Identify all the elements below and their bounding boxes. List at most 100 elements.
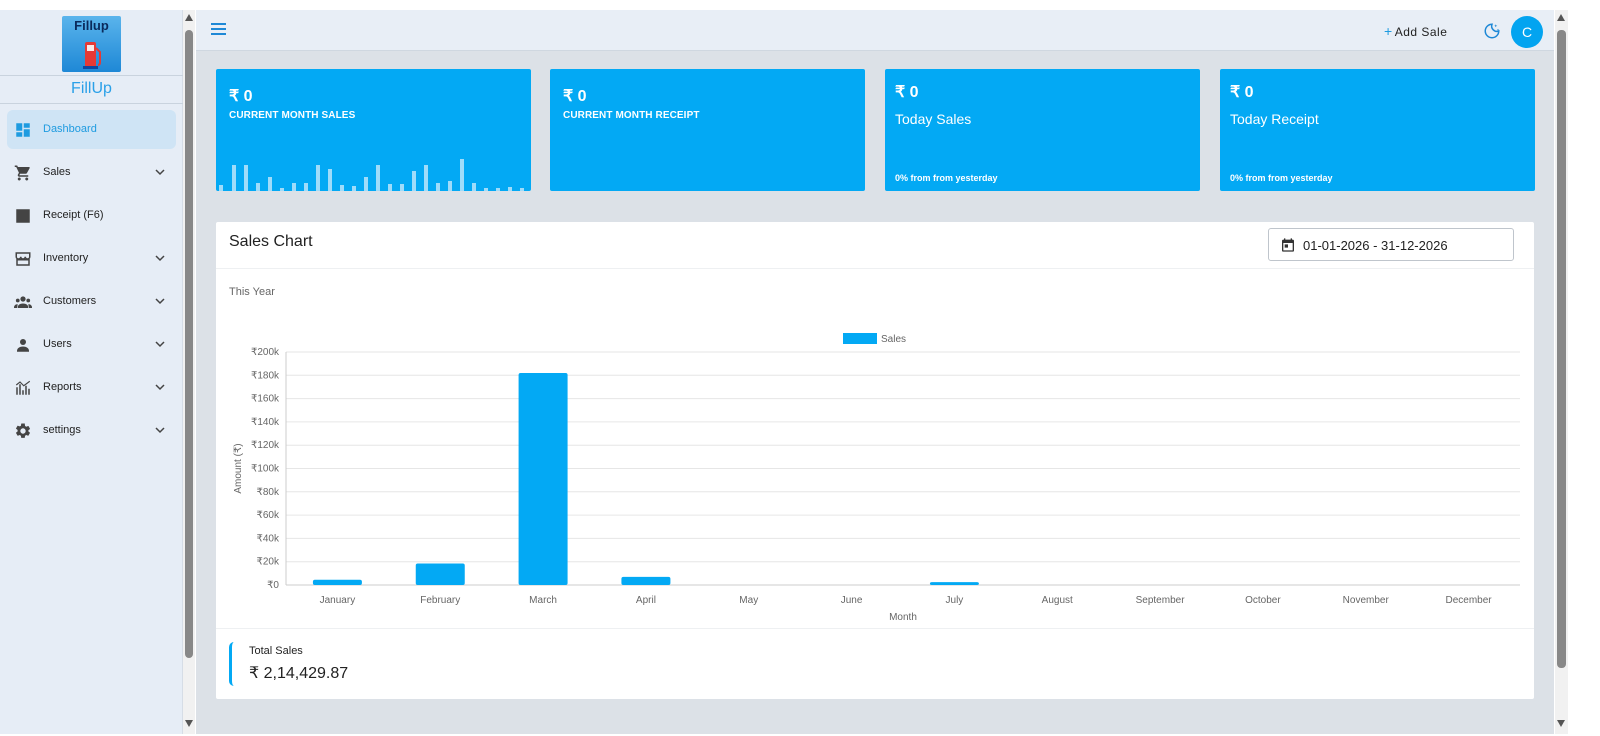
- receipt-icon: [16, 209, 30, 223]
- person-icon: [17, 339, 29, 352]
- add-sale-label: Add Sale: [1394, 25, 1448, 39]
- page-scrollbar[interactable]: [1555, 10, 1568, 734]
- scroll-down-arrow-icon[interactable]: [185, 720, 193, 727]
- scroll-up-arrow-icon[interactable]: [185, 14, 193, 21]
- top-strip: [0, 0, 1600, 10]
- date-range-picker[interactable]: 01-01-2026 - 31-12-2026: [1268, 228, 1514, 261]
- card-subtext: 0% from from yesterday: [1230, 173, 1333, 183]
- sidebar-item-label: Users: [43, 338, 72, 350]
- stat-card-current-month-sales: ₹ 0 CURRENT MONTH SALES: [216, 69, 531, 191]
- card-label: Today Receipt: [1230, 111, 1319, 127]
- x-tick-label: April: [636, 595, 656, 606]
- cart-icon: [14, 165, 30, 181]
- dashboard-icon: [16, 123, 30, 137]
- x-tick-label: February: [420, 595, 460, 606]
- y-tick-label: ₹200k: [251, 347, 280, 358]
- y-tick-label: ₹160k: [251, 394, 280, 405]
- sidebar-item-inventory[interactable]: Inventory: [7, 239, 176, 278]
- avatar[interactable]: C: [1511, 16, 1543, 48]
- bar-january: [312, 579, 362, 585]
- store-icon: [15, 252, 31, 266]
- group-icon: [14, 296, 32, 308]
- sidebar-item-dashboard[interactable]: Dashboard: [7, 110, 176, 149]
- chevron-down-icon: [155, 427, 165, 434]
- y-tick-label: ₹0: [267, 580, 279, 591]
- bar-july: [929, 582, 979, 585]
- sales-chart-panel: Sales Chart 01-01-2026 - 31-12-2026 This…: [216, 222, 1534, 699]
- x-tick-label: June: [841, 595, 863, 606]
- card-label: Today Sales: [895, 111, 972, 127]
- total-sales-value: ₹ 2,14,429.87: [249, 665, 349, 682]
- card-amount: ₹ 0: [229, 88, 253, 105]
- y-tick-label: ₹60k: [257, 510, 280, 521]
- date-range-text: 01-01-2026 - 31-12-2026: [1303, 238, 1448, 253]
- scrollbar-thumb[interactable]: [185, 30, 193, 658]
- scroll-up-arrow-icon[interactable]: [1557, 14, 1565, 21]
- sidebar-item-reports[interactable]: Reports: [7, 368, 176, 407]
- sparkline-bars: [219, 159, 524, 191]
- sidebar-item-label: Inventory: [43, 252, 89, 264]
- sales-bar-chart: Sales ₹0 ₹20k ₹40k ₹60k ₹80k ₹100k ₹120k ₹140k ₹1…: [233, 333, 1520, 622]
- card-subtext: 0% from from yesterday: [895, 173, 998, 183]
- sidebar-item-label: Receipt (F6): [43, 209, 104, 221]
- divider: [216, 268, 1534, 269]
- chevron-down-icon: [155, 169, 165, 176]
- bar-april: [621, 576, 671, 585]
- y-tick-label: ₹40k: [257, 533, 280, 544]
- scroll-down-arrow-icon[interactable]: [1557, 720, 1565, 727]
- x-axis-title: Month: [889, 612, 917, 622]
- x-tick-label: November: [1343, 595, 1390, 606]
- x-tick-label: July: [946, 595, 964, 606]
- card-label: CURRENT MONTH SALES: [229, 110, 356, 121]
- chevron-down-icon: [155, 384, 165, 391]
- sidebar-item-label: Dashboard: [43, 123, 97, 135]
- card-amount: ₹ 0: [1230, 84, 1254, 101]
- scrollbar-thumb[interactable]: [1557, 30, 1566, 668]
- main-content: + Add Sale C ₹ 0 CURRENT MONTH SALES ₹ 0 …: [196, 10, 1554, 734]
- brand-name: FillUp: [71, 80, 112, 97]
- sidebar-item-label: Reports: [43, 381, 82, 393]
- moon-icon[interactable]: [1483, 22, 1501, 40]
- card-label: CURRENT MONTH RECEIPT: [563, 110, 700, 121]
- legend-swatch: [843, 333, 877, 344]
- add-sale-button[interactable]: + Add Sale: [1384, 23, 1447, 39]
- x-tick-label: May: [739, 595, 758, 606]
- stat-card-today-receipt: ₹ 0 Today Receipt 0% from from yesterday: [1220, 69, 1535, 191]
- y-tick-label: ₹180k: [251, 370, 280, 381]
- sidebar-scrollbar[interactable]: [183, 10, 195, 734]
- stat-card-current-month-receipt: ₹ 0 CURRENT MONTH RECEIPT: [550, 69, 865, 191]
- card-amount: ₹ 0: [895, 84, 919, 101]
- y-tick-label: ₹80k: [257, 487, 280, 498]
- sidebar-nav: Dashboard Sales Receipt (F6) Inventory C…: [7, 110, 176, 454]
- sidebar-item-customers[interactable]: Customers: [7, 282, 176, 321]
- sidebar-item-users[interactable]: Users: [7, 325, 176, 364]
- stat-card-today-sales: ₹ 0 Today Sales 0% from from yesterday: [885, 69, 1200, 191]
- x-tick-label: September: [1136, 595, 1186, 606]
- brand-divider: [0, 103, 183, 104]
- panel-title: Sales Chart: [229, 233, 313, 250]
- top-header: + Add Sale C: [196, 10, 1554, 51]
- y-axis-title: Amount (₹): [233, 443, 244, 493]
- bar-march: [518, 372, 568, 585]
- sidebar-item-label: settings: [43, 424, 81, 436]
- x-tick-label: January: [320, 595, 356, 606]
- sidebar: Fillup FillUp Dashboard Sales Receipt (F…: [0, 10, 183, 734]
- sidebar-item-receipt[interactable]: Receipt (F6): [7, 196, 176, 235]
- hamburger-icon[interactable]: [211, 23, 227, 37]
- period-label: This Year: [229, 286, 275, 298]
- y-tick-label: ₹140k: [251, 417, 280, 428]
- total-sales-label: Total Sales: [249, 645, 303, 657]
- y-tick-label: ₹20k: [257, 557, 280, 568]
- brand-divider: [0, 75, 183, 76]
- y-tick-label: ₹100k: [251, 464, 280, 475]
- x-tick-label: October: [1245, 595, 1281, 606]
- x-tick-label: August: [1042, 595, 1073, 606]
- calendar-icon: [1282, 238, 1294, 252]
- sidebar-item-settings[interactable]: settings: [7, 411, 176, 450]
- x-tick-label: March: [529, 595, 557, 606]
- card-amount: ₹ 0: [563, 88, 587, 105]
- chevron-down-icon: [155, 298, 165, 305]
- brand-logo: Fillup: [62, 16, 121, 72]
- sidebar-item-sales[interactable]: Sales: [7, 153, 176, 192]
- legend-label: Sales: [881, 334, 906, 345]
